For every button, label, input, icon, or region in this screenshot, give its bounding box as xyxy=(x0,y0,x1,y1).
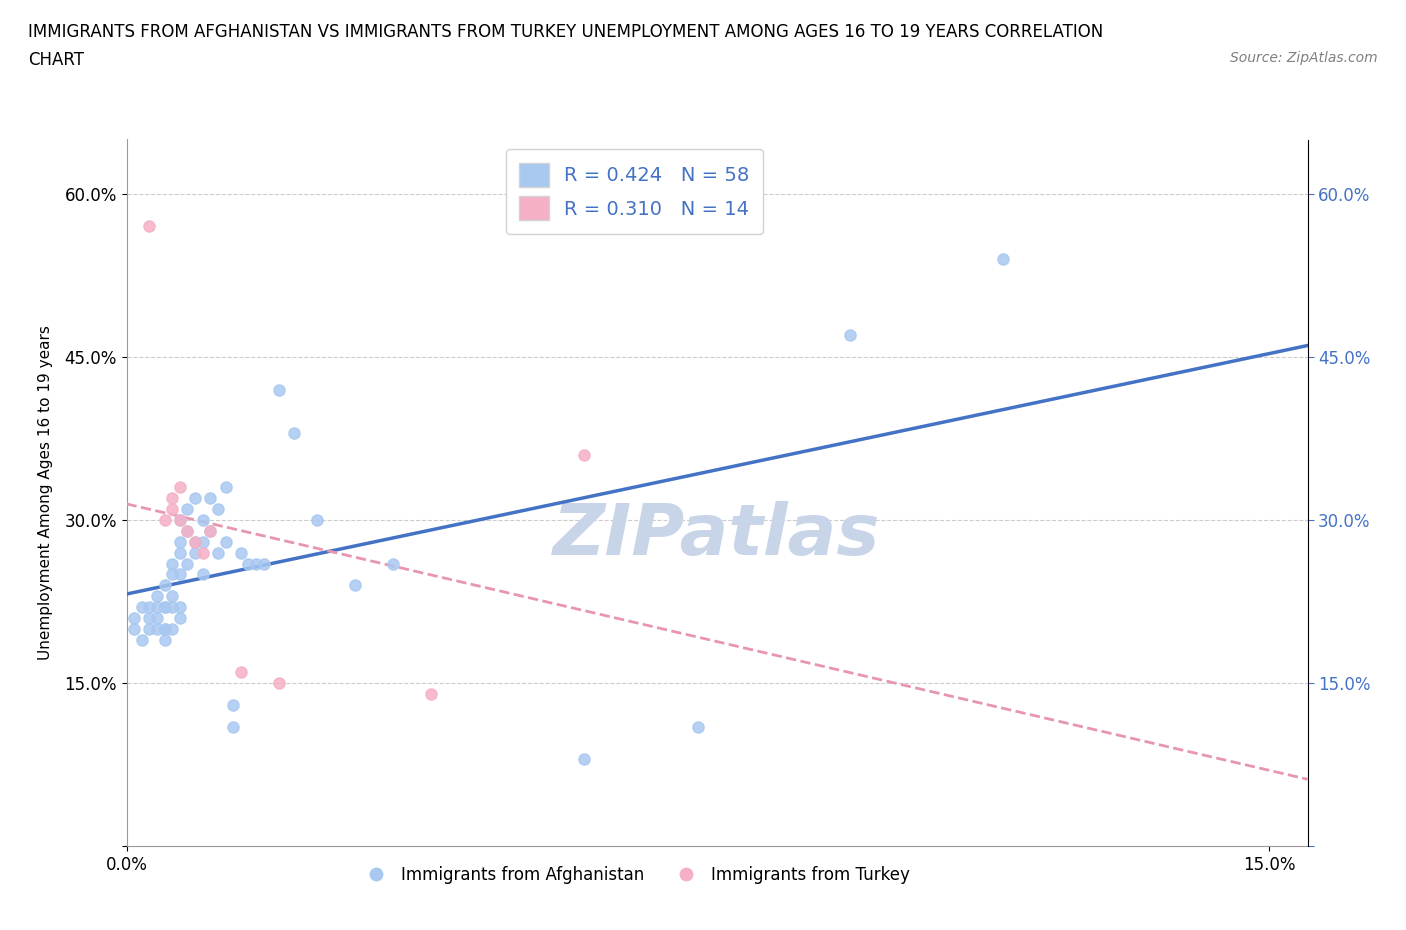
Point xyxy=(176,502,198,517)
Point xyxy=(146,589,169,604)
Point xyxy=(229,665,252,680)
Point xyxy=(344,578,367,592)
Point xyxy=(169,567,191,582)
Y-axis label: Unemployment Among Ages 16 to 19 years: Unemployment Among Ages 16 to 19 years xyxy=(38,326,53,660)
Point xyxy=(184,545,207,560)
Point xyxy=(162,600,184,615)
Point xyxy=(138,600,160,615)
Point xyxy=(131,600,153,615)
Point xyxy=(214,535,236,550)
Point xyxy=(162,556,184,571)
Point xyxy=(138,610,160,625)
Point xyxy=(153,600,176,615)
Text: IMMIGRANTS FROM AFGHANISTAN VS IMMIGRANTS FROM TURKEY UNEMPLOYMENT AMONG AGES 16: IMMIGRANTS FROM AFGHANISTAN VS IMMIGRANT… xyxy=(28,23,1104,41)
Point xyxy=(200,524,222,538)
Point xyxy=(169,512,191,527)
Point xyxy=(207,545,229,560)
Point xyxy=(200,524,222,538)
Point xyxy=(146,600,169,615)
Point xyxy=(572,447,595,462)
Point xyxy=(184,535,207,550)
Point xyxy=(162,502,184,517)
Point xyxy=(267,676,290,691)
Point xyxy=(839,327,862,342)
Point xyxy=(686,719,709,734)
Point xyxy=(153,600,176,615)
Point xyxy=(146,610,169,625)
Point xyxy=(162,491,184,506)
Point xyxy=(305,512,328,527)
Point xyxy=(184,491,207,506)
Point xyxy=(191,535,214,550)
Point xyxy=(153,621,176,636)
Point xyxy=(420,686,443,701)
Point xyxy=(191,567,214,582)
Point xyxy=(153,512,176,527)
Point xyxy=(191,545,214,560)
Point xyxy=(184,535,207,550)
Point xyxy=(169,545,191,560)
Point xyxy=(245,556,267,571)
Point xyxy=(222,698,245,712)
Point xyxy=(169,600,191,615)
Text: Source: ZipAtlas.com: Source: ZipAtlas.com xyxy=(1230,51,1378,65)
Point xyxy=(253,556,276,571)
Point xyxy=(122,610,145,625)
Point xyxy=(214,480,236,495)
Point xyxy=(176,556,198,571)
Point xyxy=(169,512,191,527)
Text: ZIPatlas: ZIPatlas xyxy=(554,501,880,570)
Point xyxy=(222,719,245,734)
Point xyxy=(283,426,305,441)
Text: CHART: CHART xyxy=(28,51,84,69)
Point xyxy=(991,252,1014,267)
Point xyxy=(572,751,595,766)
Point xyxy=(162,589,184,604)
Point xyxy=(382,556,405,571)
Point xyxy=(267,382,290,397)
Point xyxy=(153,578,176,592)
Point xyxy=(169,480,191,495)
Point xyxy=(169,610,191,625)
Point xyxy=(146,621,169,636)
Point xyxy=(169,535,191,550)
Point xyxy=(162,621,184,636)
Point xyxy=(138,219,160,234)
Point xyxy=(200,491,222,506)
Point xyxy=(176,524,198,538)
Point xyxy=(162,567,184,582)
Point xyxy=(153,632,176,647)
Point xyxy=(122,621,145,636)
Legend: Immigrants from Afghanistan, Immigrants from Turkey: Immigrants from Afghanistan, Immigrants … xyxy=(353,859,917,891)
Point xyxy=(153,621,176,636)
Point xyxy=(191,512,214,527)
Point xyxy=(176,524,198,538)
Point xyxy=(229,545,252,560)
Point xyxy=(238,556,260,571)
Point xyxy=(131,632,153,647)
Point xyxy=(138,621,160,636)
Point xyxy=(207,502,229,517)
